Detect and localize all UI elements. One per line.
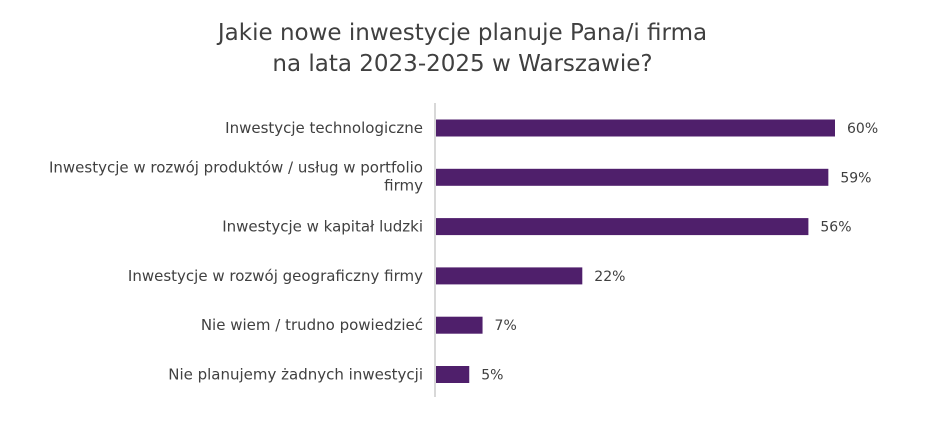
- category-label-4: Inwestycje w rozwój geograficzny firmy: [128, 267, 423, 285]
- chart-title-line-2: na lata 2023-2025 w Warszawie?: [272, 51, 653, 77]
- value-label-3: 56%: [820, 220, 851, 236]
- bar-1: [436, 119, 835, 137]
- category-label-3: Inwestycje w kapitał ludzki: [222, 218, 423, 236]
- value-label-5: 7%: [495, 318, 517, 334]
- chart-title-line-1: Jakie nowe inwestycje planuje Pana/i fir…: [217, 20, 708, 46]
- category-label-2-line-1: Inwestycje w rozwój produktów / usług w …: [49, 158, 423, 176]
- bar-3: [436, 218, 809, 236]
- bar-2: [436, 168, 829, 186]
- value-label-1: 60%: [847, 121, 878, 137]
- category-label-1: Inwestycje technologiczne: [225, 119, 423, 137]
- bar-4: [436, 267, 583, 285]
- bar-6: [436, 366, 470, 383]
- category-label-5: Nie wiem / trudno powiedzieć: [201, 316, 423, 334]
- value-label-2: 59%: [840, 170, 871, 186]
- category-label-2-line-2: firmy: [384, 176, 423, 194]
- value-label-6: 5%: [481, 368, 503, 384]
- value-label-4: 22%: [594, 269, 625, 285]
- chart-title: Jakie nowe inwestycje planuje Pana/i fir…: [0, 18, 925, 80]
- category-label-6: Nie planujemy żadnych inwestycji: [168, 366, 423, 384]
- bar-5: [436, 316, 483, 334]
